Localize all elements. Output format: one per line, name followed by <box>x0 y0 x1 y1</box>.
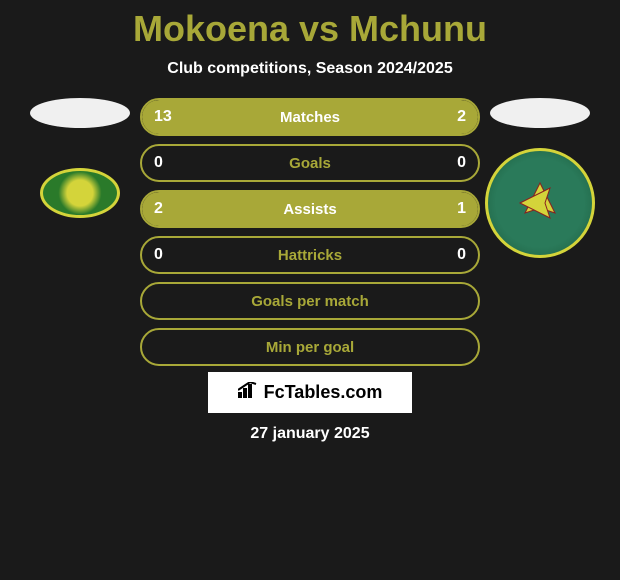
club-badge-right <box>485 148 595 258</box>
stat-label: Goals per match <box>251 293 369 310</box>
main-content: 13 Matches 2 0 Goals 0 2 Assists 1 0 Hat… <box>0 98 620 366</box>
stat-value-right: 0 <box>457 154 466 172</box>
comparison-subtitle: Club competitions, Season 2024/2025 <box>167 60 452 78</box>
player-left-photo <box>30 98 130 128</box>
comparison-title: Mokoena vs Mchunu <box>133 8 487 50</box>
date-label: 27 january 2025 <box>250 425 369 443</box>
stat-value-left: 0 <box>154 154 163 172</box>
stat-row-goals-per-match: Goals per match <box>140 282 480 320</box>
arrows-icon <box>510 173 570 233</box>
stat-row-assists: 2 Assists 1 <box>140 190 480 228</box>
footer-brand-text: FcTables.com <box>264 382 383 403</box>
footer-brand-badge[interactable]: FcTables.com <box>208 372 413 413</box>
stats-column: 13 Matches 2 0 Goals 0 2 Assists 1 0 Hat… <box>140 98 480 366</box>
stat-row-hattricks: 0 Hattricks 0 <box>140 236 480 274</box>
stat-label: Assists <box>283 201 336 218</box>
stat-row-min-per-goal: Min per goal <box>140 328 480 366</box>
chart-icon <box>238 382 258 403</box>
player-right-photo <box>490 98 590 128</box>
stat-label: Matches <box>280 109 340 126</box>
stat-row-goals: 0 Goals 0 <box>140 144 480 182</box>
player-left-side <box>30 98 130 218</box>
stat-label: Goals <box>289 155 331 172</box>
stat-value-left: 13 <box>154 108 172 126</box>
player-right-side <box>490 98 590 258</box>
stat-value-left: 2 <box>154 200 163 218</box>
club-badge-left <box>40 168 120 218</box>
stat-value-right: 1 <box>457 200 466 218</box>
stat-value-right: 2 <box>457 108 466 126</box>
stat-value-left: 0 <box>154 246 163 264</box>
stat-label: Hattricks <box>278 247 342 264</box>
stat-label: Min per goal <box>266 339 354 356</box>
stat-row-matches: 13 Matches 2 <box>140 98 480 136</box>
stat-value-right: 0 <box>457 246 466 264</box>
